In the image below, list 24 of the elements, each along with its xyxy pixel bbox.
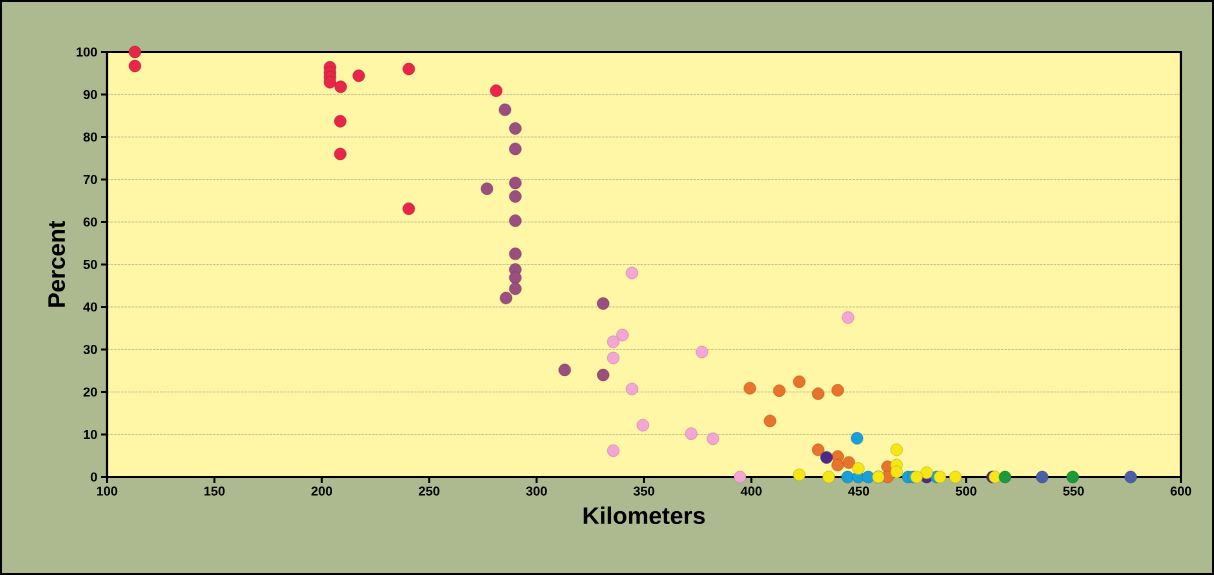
y-tick-label: 30 (83, 344, 97, 355)
y-tick-label: 10 (83, 429, 97, 440)
x-tick-label: 400 (740, 486, 762, 496)
x-axis-title: Kilometers (583, 506, 705, 525)
x-tick-label: 250 (418, 486, 440, 496)
y-tick-label: 70 (83, 174, 97, 185)
y-tick-label: 40 (83, 302, 97, 312)
y-tick-label: 50 (83, 259, 97, 270)
y-tick-label: 80 (83, 132, 97, 142)
x-tick-label: 600 (1170, 486, 1192, 496)
x-tick-label: 150 (204, 486, 225, 496)
x-tick-label: 450 (848, 486, 870, 496)
x-tick-label: 100 (97, 486, 118, 496)
y-tick-label: 20 (83, 387, 97, 397)
x-tick-label: 550 (1063, 486, 1084, 496)
x-tick-label: 300 (526, 486, 547, 496)
y-tick-label: 0 (90, 472, 97, 482)
y-axis-title: Percent (48, 220, 66, 307)
y-tick-label: 90 (83, 89, 97, 100)
y-tick-label: 100 (76, 47, 97, 57)
x-tick-label: 350 (633, 486, 655, 496)
x-tick-label: 200 (311, 486, 333, 496)
x-tick-label: 500 (955, 486, 977, 496)
y-tick-label: 60 (83, 217, 97, 227)
